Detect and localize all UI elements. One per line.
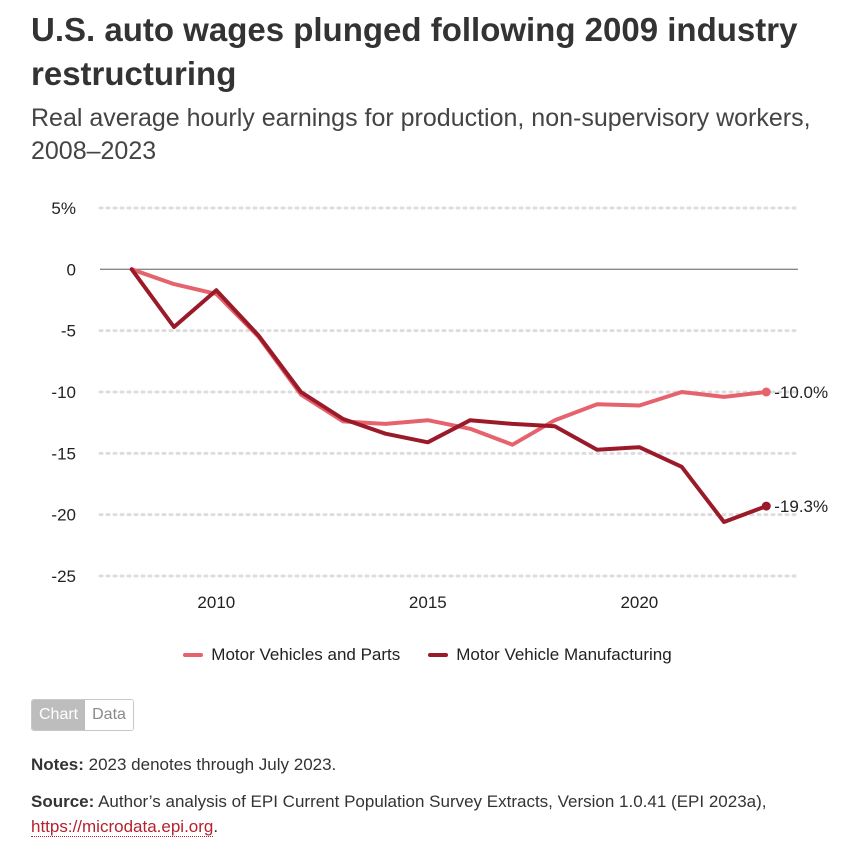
x-tick-label: 2010 <box>197 593 235 612</box>
end-label-series2: -19.3% <box>774 497 828 516</box>
line-chart: 5% 0 -5 -10 -15 -20 -25 2010 2015 2020 -… <box>51 199 828 612</box>
y-tick-label: -25 <box>51 567 76 586</box>
chart-title: U.S. auto wages plunged following 2009 i… <box>31 11 798 92</box>
source-link[interactable]: https://microdata.epi.org <box>31 817 214 837</box>
x-tick-label: 2020 <box>620 593 658 612</box>
y-tick-label: 5% <box>51 199 76 218</box>
end-label-series1: -10.0% <box>774 383 828 402</box>
end-point-series1 <box>761 387 771 397</box>
view-toggle: Chart Data <box>31 699 134 731</box>
series-lines <box>129 267 771 524</box>
legend-label-series1: Motor Vehicles and Parts <box>211 645 401 664</box>
legend-swatch-series1 <box>183 653 204 657</box>
grid-lines <box>98 206 800 578</box>
legend-item-series2[interactable]: Motor Vehicle Manufacturing <box>428 645 672 665</box>
chart-legend: Motor Vehicles and Parts Motor Vehicle M… <box>0 645 855 665</box>
y-axis-ticks: 5% 0 -5 -10 -15 -20 -25 <box>51 199 76 586</box>
source-trail: . <box>213 817 219 836</box>
notes-label: Notes: <box>31 755 84 774</box>
legend-label-series2: Motor Vehicle Manufacturing <box>456 645 672 664</box>
legend-item-series1[interactable]: Motor Vehicles and Parts <box>183 645 400 665</box>
end-point-series2 <box>761 501 771 511</box>
data-toggle-button[interactable]: Data <box>85 700 133 730</box>
y-tick-label: -20 <box>51 506 76 525</box>
end-labels: -10.0% -19.3% <box>774 383 828 516</box>
chart-notes: Notes: 2023 denotes through July 2023. <box>31 753 831 777</box>
chart-subtitle: Real average hourly earnings for product… <box>31 104 811 165</box>
series-line-1 <box>129 267 769 447</box>
source-label: Source: <box>31 792 95 811</box>
chart-source: Source: Author’s analysis of EPI Current… <box>31 789 831 839</box>
x-tick-label: 2015 <box>409 593 447 612</box>
legend-swatch-series2 <box>428 653 449 657</box>
notes-text: 2023 denotes through July 2023. <box>88 755 337 774</box>
series-line-2 <box>129 267 769 524</box>
y-tick-label: -5 <box>61 322 76 341</box>
source-text: Author’s analysis of EPI Current Populat… <box>98 792 767 811</box>
x-axis-ticks: 2010 2015 2020 <box>197 593 658 612</box>
y-tick-label: 0 <box>67 260 76 279</box>
y-tick-label: -10 <box>51 383 76 402</box>
y-tick-label: -15 <box>51 444 76 463</box>
chart-toggle-button[interactable]: Chart <box>32 700 86 730</box>
